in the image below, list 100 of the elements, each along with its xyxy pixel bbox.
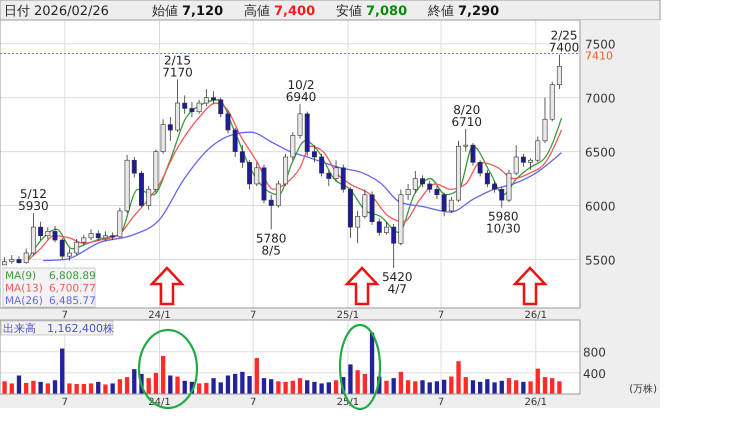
bar [442,380,446,394]
x-tick-label: 7 [438,397,444,408]
bar [355,370,360,394]
candlestick [268,194,274,230]
bar [262,378,266,394]
candlestick [196,99,202,114]
chart-title: 出来高 1,162,400株 [3,322,114,335]
y-tick-label: 5500 [585,253,616,268]
bar [283,382,288,394]
annotation: 5420 4/7 [382,270,413,296]
bar [348,364,353,394]
candlestick [319,153,324,177]
bar [305,380,310,394]
bar [132,369,136,394]
bar [110,383,115,394]
bar [10,383,14,394]
annotation: 5980 10/30 [486,210,521,236]
annotation: 2/25 7400 [548,28,580,55]
bar [96,382,100,394]
bar [226,376,230,394]
candlestick [406,184,411,201]
candlestick [182,95,188,114]
bar [398,372,404,394]
bar [146,378,151,394]
bar [326,382,331,394]
bar [60,348,64,394]
candlestick [218,97,224,118]
candlestick [334,160,338,182]
candlestick [384,221,389,236]
bar [247,376,252,394]
candlestick [376,218,382,236]
bar [31,380,36,394]
chart-title: 日付 2026/02/26 始値 7,120 高値 7,400 安値 7,080 終値 7,290 [4,4,500,19]
bar [154,372,158,394]
candlestick [52,226,58,243]
candlestick [312,144,317,163]
bar [392,378,396,394]
bar [464,377,468,394]
bar [406,380,410,394]
candlestick [189,102,194,118]
annotation: 5780 8/5 [256,231,286,258]
candlestick [528,158,534,170]
candlestick [478,160,483,177]
bar [428,382,432,394]
bar [24,382,28,394]
candlestick [470,142,476,166]
y-tick-label: 7000 [585,92,616,106]
bar [232,374,238,394]
annotation: 10/2 6940 [286,78,316,104]
candlestick [420,174,425,188]
candlestick [60,237,65,260]
bar [319,383,324,394]
bar [413,381,418,394]
candlestick [132,156,137,178]
candlestick [355,210,360,244]
candlestick [391,223,396,268]
bar [196,383,202,394]
bar [16,376,22,394]
candlestick [240,144,245,168]
y-tick-label: 6500 [585,146,616,160]
bar [211,378,216,394]
y-axis-title: (万株) [629,383,658,395]
candlestick [45,226,50,240]
candlestick [298,104,302,140]
candlestick [499,186,504,208]
candlestick [211,90,216,105]
bar [514,380,518,394]
bar [485,379,490,394]
bar [46,383,50,394]
bar [506,378,512,394]
candlestick [556,54,562,90]
candlestick [326,170,332,187]
y-tick-label: 6000 [585,200,616,214]
candlestick [225,110,230,134]
bar [478,382,482,394]
bar [240,372,245,394]
candlestick [88,228,94,240]
x-tick-label: 7 [62,397,68,408]
bar [298,378,302,394]
candlestick [520,153,526,168]
annotation: 2/15 7170 [162,53,193,80]
x-tick-label: 7 [250,310,256,321]
x-tick-label: 7 [438,310,444,321]
bar [168,376,172,394]
candlestick [247,160,252,190]
x-tick-label: 25/1 [336,310,360,321]
x-tick-label: 24/1 [148,310,171,321]
y-tick-label: 800 [583,346,606,360]
bar [276,381,281,394]
text: MA(9) 6,808.89 [5,270,96,282]
bar [182,380,187,394]
bar [254,358,259,394]
candlestick [484,170,490,188]
bar [218,382,223,394]
bar [550,378,554,394]
bar [269,379,274,394]
bar [362,374,368,394]
y-tick-label: 7500 [585,38,616,52]
candlestick [427,180,432,193]
candlestick [168,116,173,142]
